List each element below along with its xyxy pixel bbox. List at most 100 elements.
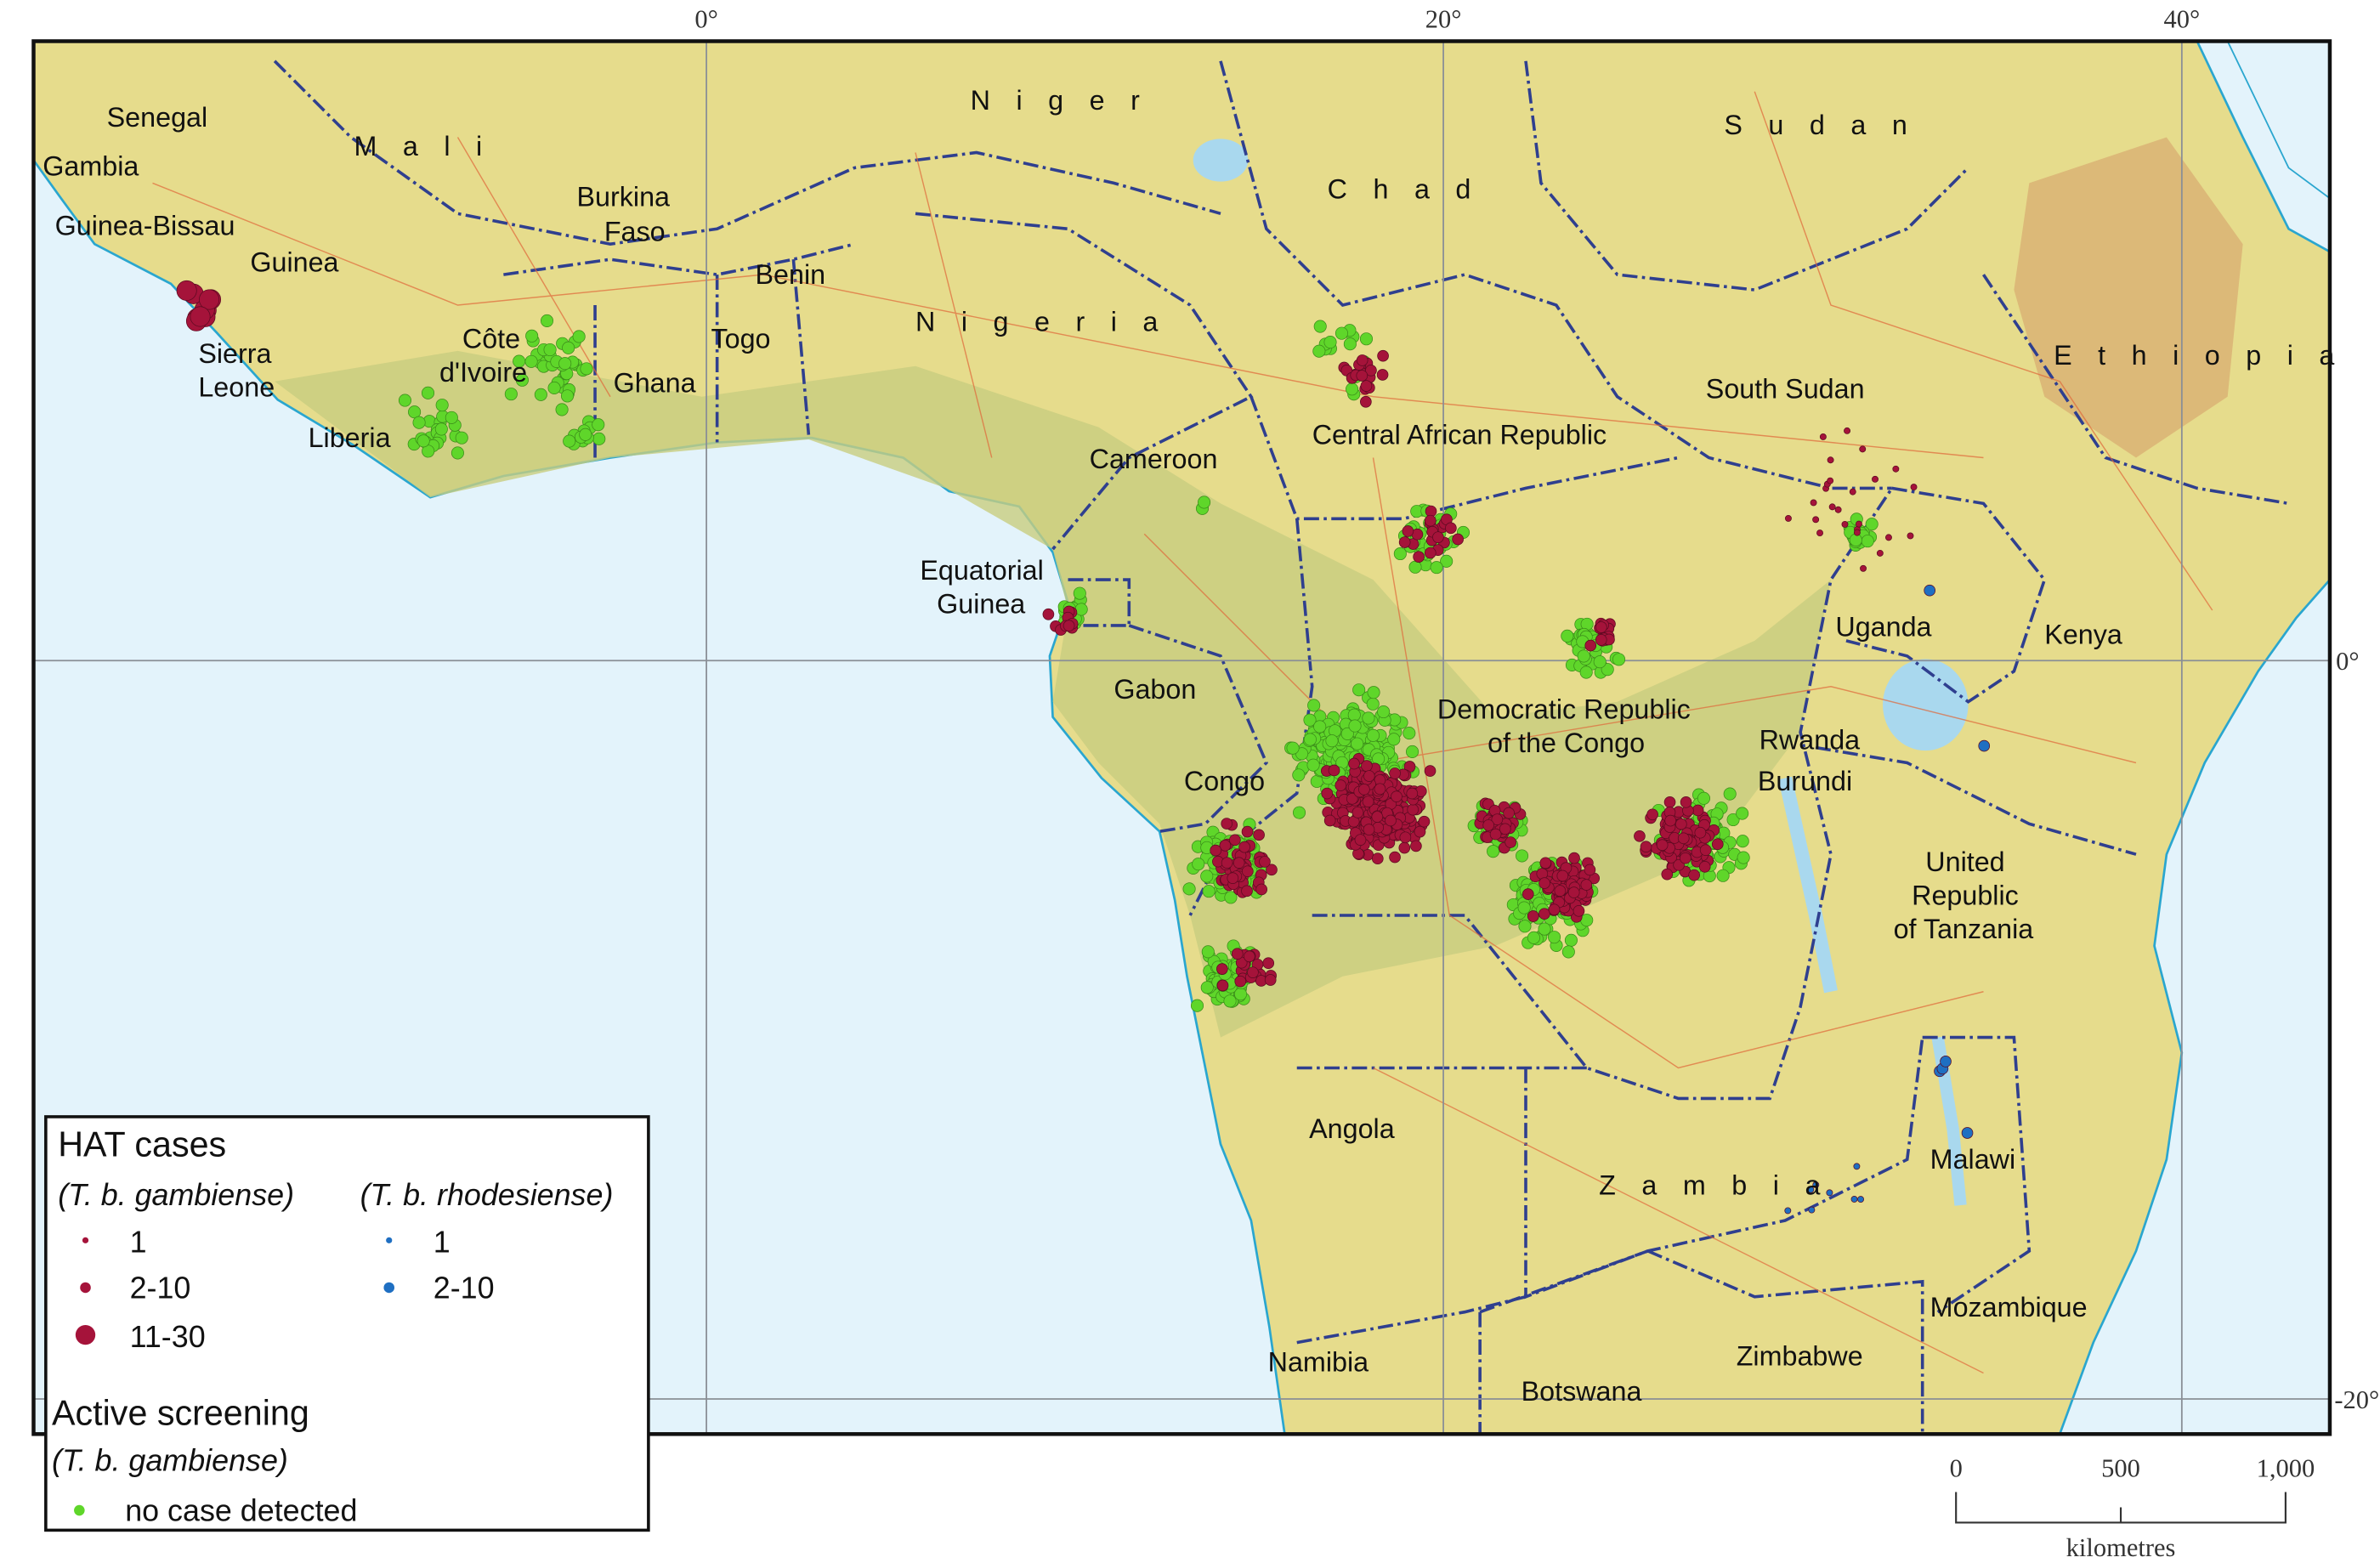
screening-point xyxy=(1601,663,1614,677)
gambiense-point xyxy=(1692,804,1704,817)
gambiense-point xyxy=(1418,815,1431,828)
screening-point xyxy=(1351,737,1364,750)
gambiense-point xyxy=(1210,844,1222,857)
label-faso: Faso xyxy=(604,217,666,247)
label-gabon: Gabon xyxy=(1114,674,1196,705)
legend-screening-label: (T. b. gambiense) xyxy=(52,1443,288,1477)
gambiense-point xyxy=(1853,529,1861,536)
label-mozambique: Mozambique xyxy=(1930,1292,2088,1322)
gambiense-point xyxy=(1424,765,1436,777)
screening-point xyxy=(434,422,448,436)
legend-gambiense-2-10: 2-10 xyxy=(130,1271,191,1305)
gambiense-point xyxy=(1554,885,1567,897)
gambiense-point xyxy=(1255,883,1267,896)
gambiense-point xyxy=(1406,787,1419,800)
screening-point xyxy=(555,403,569,416)
label-leone: Leone xyxy=(198,372,275,403)
gambiense-point xyxy=(1646,808,1658,821)
screening-point xyxy=(1307,699,1321,712)
gambiense-point xyxy=(1844,427,1851,434)
gambiense-point xyxy=(1385,814,1397,827)
gambiense-point xyxy=(1595,621,1607,633)
gambiense-point xyxy=(1042,608,1055,620)
gambiense-point xyxy=(1323,814,1336,827)
gambiense-point xyxy=(1219,839,1232,852)
gambiense-point xyxy=(1356,370,1368,382)
legend-rhodesiense-2-10: 2-10 xyxy=(434,1271,495,1305)
screening-point xyxy=(1334,326,1349,340)
gambiense-point xyxy=(1262,957,1275,970)
legend-rhodesiense-2-10-symbol xyxy=(383,1282,395,1294)
gambiense-point xyxy=(1499,823,1511,835)
gambiense-point xyxy=(1675,818,1687,830)
legend-screening-class: no case detected xyxy=(125,1494,357,1528)
legend-rhodesiense-1: 1 xyxy=(434,1226,450,1260)
screening-point xyxy=(1393,546,1407,561)
gambiense-point xyxy=(1346,793,1358,805)
rhodesiense-point xyxy=(1784,1207,1792,1215)
gambiense-point xyxy=(1328,764,1340,777)
legend-rhodesiense-label: (T. b. rhodesiense) xyxy=(360,1178,614,1212)
screening-point xyxy=(1518,920,1532,933)
label-guinea-bissau: Guinea-Bissau xyxy=(55,210,235,241)
label-nigeria: N i g e r i a xyxy=(915,307,1167,337)
screening-point xyxy=(1343,337,1357,351)
gambiense-point xyxy=(1360,380,1373,392)
lat-tick-minus20: -20° xyxy=(2334,1385,2379,1414)
screening-point xyxy=(1580,914,1594,927)
label-united: United xyxy=(1925,847,2004,877)
gambiense-point xyxy=(1910,484,1918,491)
gambiense-point xyxy=(1784,514,1792,522)
screening-point xyxy=(1577,649,1590,663)
gambiense-point xyxy=(1634,830,1646,842)
gambiense-point xyxy=(1247,966,1259,978)
case-points xyxy=(176,280,1991,1215)
screening-point xyxy=(1073,586,1086,600)
screening-point xyxy=(1723,787,1737,801)
screening-point xyxy=(592,432,606,445)
lake-victoria xyxy=(1883,659,1969,751)
gambiense-point xyxy=(1216,979,1229,992)
gambiense-point xyxy=(1371,811,1384,823)
screening-point xyxy=(1292,768,1306,782)
gambiense-point xyxy=(1376,369,1389,381)
gambiense-point xyxy=(1885,534,1892,541)
lat-tick-0: 0° xyxy=(2336,647,2359,676)
gambiense-point xyxy=(1363,770,1375,782)
scale-tick-1000: 1,000 xyxy=(2257,1454,2315,1483)
gambiense-point xyxy=(1664,814,1677,827)
screening-point xyxy=(592,418,605,432)
gambiense-point xyxy=(1907,532,1914,540)
screening-point xyxy=(1561,945,1575,959)
screening-point xyxy=(1200,869,1214,883)
screening-point xyxy=(421,386,435,399)
gambiense-point xyxy=(1584,864,1596,876)
screening-point xyxy=(416,434,430,448)
gambiense-point xyxy=(1445,522,1457,535)
gambiense-point xyxy=(1238,841,1250,853)
lake-chad xyxy=(1193,139,1249,182)
screening-point xyxy=(435,399,449,412)
label-divoire: d'Ivoire xyxy=(439,357,527,388)
gambiense-point xyxy=(1253,829,1265,841)
screening-point xyxy=(525,329,539,343)
label-congo: Congo xyxy=(1184,766,1265,796)
gambiense-point xyxy=(1410,840,1422,852)
screening-point xyxy=(1430,561,1443,575)
gambiense-point xyxy=(1399,831,1412,844)
legend-title: HAT cases xyxy=(58,1125,226,1164)
gambiense-point xyxy=(1859,445,1867,453)
screening-point xyxy=(1233,988,1248,1001)
screening-point xyxy=(1516,849,1529,863)
gambiense-point xyxy=(1538,877,1550,889)
gambiense-point xyxy=(1680,852,1692,864)
gambiense-point xyxy=(1424,546,1436,559)
gambiense-point xyxy=(1232,857,1245,869)
screening-point xyxy=(1726,813,1740,827)
label-niger: N i g e r xyxy=(971,85,1149,116)
scale-unit: kilometres xyxy=(2066,1533,2176,1562)
label-sierra: Sierra xyxy=(198,338,271,369)
gambiense-point xyxy=(1241,865,1254,877)
screening-point xyxy=(1323,336,1337,349)
gambiense-point xyxy=(1452,533,1464,546)
